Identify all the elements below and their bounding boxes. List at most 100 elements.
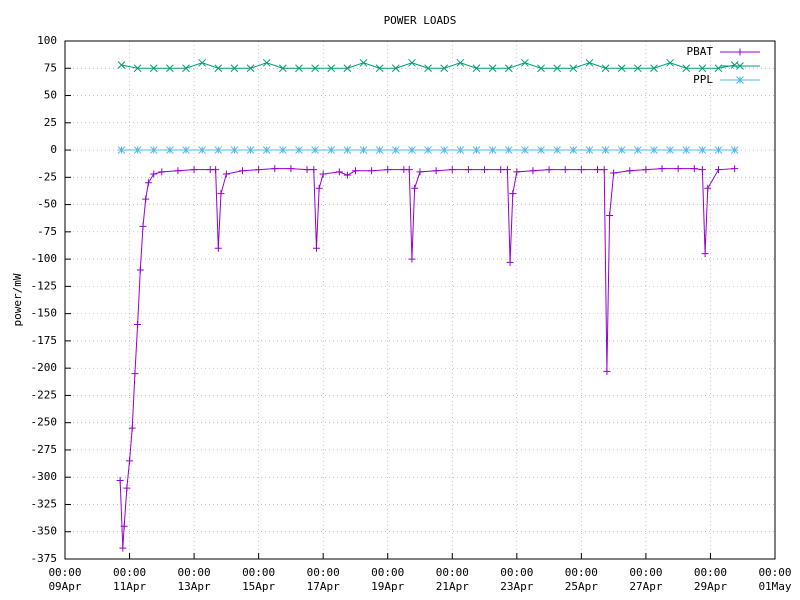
- point-marker: [617, 64, 626, 73]
- point-marker: [119, 544, 127, 552]
- point-marker: [255, 166, 263, 174]
- point-marker: [488, 146, 497, 154]
- point-marker: [319, 170, 327, 178]
- point-marker: [601, 146, 610, 154]
- point-marker: [537, 146, 545, 154]
- point-marker: [448, 166, 456, 174]
- point-marker: [594, 166, 601, 174]
- point-marker: [456, 146, 465, 154]
- chart-title: POWER LOADS: [384, 14, 457, 27]
- point-marker: [617, 146, 626, 154]
- y-tick-label: -275: [31, 443, 58, 456]
- point-marker: [698, 166, 706, 174]
- point-marker: [411, 184, 419, 192]
- point-marker: [262, 146, 271, 154]
- point-marker: [198, 146, 207, 154]
- point-marker: [343, 171, 351, 179]
- point-marker: [246, 64, 255, 73]
- y-tick-label: 50: [44, 89, 57, 102]
- point-marker: [606, 211, 614, 219]
- point-marker: [408, 58, 416, 67]
- point-marker: [384, 166, 392, 174]
- point-marker: [351, 167, 359, 175]
- point-marker: [698, 64, 707, 73]
- point-marker: [222, 170, 230, 178]
- point-marker: [139, 222, 147, 230]
- point-marker: [704, 184, 712, 192]
- point-marker: [408, 255, 416, 263]
- point-marker: [327, 146, 336, 154]
- y-tick-label: -50: [37, 198, 57, 211]
- point-marker: [405, 166, 413, 174]
- point-marker: [545, 166, 553, 174]
- point-marker: [633, 146, 642, 154]
- point-marker: [561, 166, 569, 174]
- legend-marker: [736, 76, 744, 84]
- point-marker: [312, 244, 320, 252]
- y-tick-label: -300: [31, 470, 58, 483]
- point-marker: [497, 166, 505, 174]
- point-marker: [182, 146, 190, 154]
- y-tick-label: -250: [31, 416, 58, 429]
- x-tick-label: 00:00 27Apr: [629, 566, 662, 593]
- point-marker: [134, 321, 142, 329]
- point-marker: [262, 58, 271, 67]
- point-marker: [391, 146, 400, 154]
- point-marker: [327, 64, 336, 73]
- point-marker: [682, 64, 691, 73]
- point-marker: [424, 64, 432, 73]
- legend-marker: [736, 62, 744, 70]
- point-marker: [715, 166, 723, 174]
- y-tick-label: -175: [31, 334, 58, 347]
- point-marker: [472, 146, 481, 154]
- point-marker: [585, 146, 594, 154]
- point-marker: [537, 64, 545, 73]
- point-marker: [239, 167, 246, 175]
- series-line: [119, 168, 735, 549]
- x-tick-label: 00:00 21Apr: [436, 566, 469, 593]
- y-tick-label: -150: [31, 307, 58, 320]
- legend-label: PBAT: [687, 45, 714, 58]
- point-marker: [603, 367, 611, 375]
- point-marker: [509, 190, 517, 198]
- point-marker: [182, 64, 190, 73]
- y-tick-label: 25: [44, 116, 57, 129]
- y-tick-label: 100: [37, 34, 57, 47]
- point-marker: [650, 64, 658, 73]
- point-marker: [343, 146, 352, 154]
- point-marker: [698, 146, 707, 154]
- point-marker: [212, 166, 220, 174]
- point-marker: [488, 64, 497, 73]
- y-tick-label: -100: [31, 252, 58, 265]
- point-marker: [585, 58, 594, 67]
- y-tick-label: -75: [37, 225, 57, 238]
- point-marker: [731, 165, 739, 173]
- point-marker: [278, 146, 287, 154]
- x-tick-label: 00:00 25Apr: [565, 566, 598, 593]
- point-marker: [504, 146, 513, 154]
- point-marker: [690, 165, 698, 173]
- point-marker: [416, 168, 424, 176]
- point-marker: [217, 190, 225, 198]
- point-marker: [375, 64, 384, 73]
- point-marker: [246, 146, 255, 154]
- plot-border: [64, 40, 776, 560]
- series-line: [121, 62, 735, 69]
- point-marker: [271, 165, 279, 173]
- point-marker: [149, 146, 158, 154]
- point-marker: [633, 64, 642, 73]
- point-marker: [315, 184, 323, 192]
- point-marker: [682, 146, 691, 154]
- x-tick-label: 00:00 29Apr: [694, 566, 727, 593]
- point-marker: [214, 64, 223, 73]
- point-marker: [730, 146, 739, 154]
- point-marker: [521, 58, 529, 67]
- y-tick-label: -125: [31, 279, 58, 292]
- point-marker: [666, 58, 674, 67]
- point-marker: [456, 58, 465, 67]
- point-marker: [600, 166, 608, 174]
- point-marker: [303, 166, 311, 174]
- point-marker: [658, 165, 666, 173]
- point-marker: [150, 170, 158, 178]
- point-marker: [278, 64, 287, 73]
